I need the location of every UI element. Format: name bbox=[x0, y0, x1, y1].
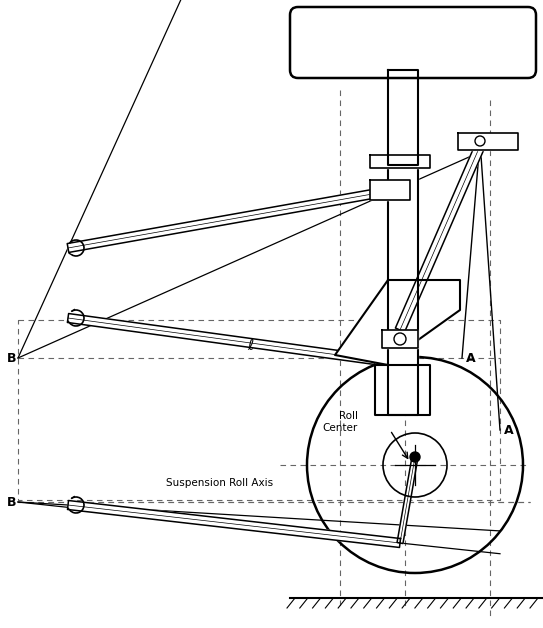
Circle shape bbox=[410, 452, 420, 462]
Polygon shape bbox=[67, 185, 396, 252]
Polygon shape bbox=[335, 280, 388, 365]
Polygon shape bbox=[370, 180, 410, 200]
Polygon shape bbox=[458, 133, 518, 150]
Text: ℓ: ℓ bbox=[247, 337, 253, 352]
Polygon shape bbox=[382, 330, 418, 348]
Text: A: A bbox=[504, 423, 514, 436]
Text: A: A bbox=[466, 352, 476, 364]
Polygon shape bbox=[375, 365, 430, 415]
Polygon shape bbox=[388, 280, 460, 340]
Text: B: B bbox=[7, 352, 16, 364]
FancyBboxPatch shape bbox=[290, 7, 536, 78]
Polygon shape bbox=[397, 457, 418, 543]
Text: B: B bbox=[7, 495, 16, 509]
Polygon shape bbox=[67, 501, 401, 548]
Polygon shape bbox=[370, 155, 430, 168]
Polygon shape bbox=[388, 165, 418, 415]
Polygon shape bbox=[395, 144, 484, 332]
Polygon shape bbox=[388, 70, 418, 165]
Text: Suspension Roll Axis: Suspension Roll Axis bbox=[167, 478, 274, 488]
Text: Roll
Center: Roll Center bbox=[323, 411, 358, 433]
Polygon shape bbox=[67, 313, 376, 364]
